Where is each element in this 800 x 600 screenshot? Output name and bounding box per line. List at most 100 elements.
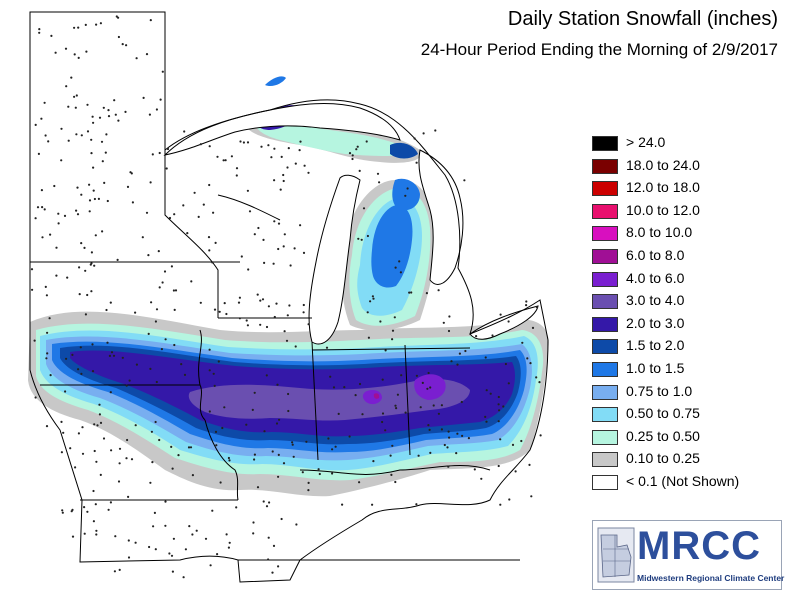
station-dot <box>332 386 336 389</box>
station-dot <box>117 119 120 122</box>
legend-item: 0.50 to 0.75 <box>592 404 792 427</box>
station-dot <box>272 262 275 265</box>
station-dot <box>170 265 173 268</box>
station-dot <box>90 262 93 265</box>
station-dot <box>275 302 278 305</box>
station-dot <box>239 140 242 143</box>
legend-swatch <box>592 384 618 400</box>
station-dot <box>235 167 239 170</box>
station-dot <box>67 139 70 142</box>
outer-boundary <box>29 11 549 583</box>
station-dot <box>61 509 64 512</box>
station-dot <box>48 317 51 320</box>
station-dot <box>95 529 98 532</box>
lake-huron <box>418 149 464 285</box>
station-dot <box>447 465 450 468</box>
station-dot <box>208 183 211 187</box>
station-dot <box>102 106 105 109</box>
border-mn-wi <box>164 150 219 318</box>
station-dot <box>159 98 162 101</box>
station-dot <box>366 311 369 314</box>
station-dot <box>180 363 183 366</box>
station-dot <box>53 184 56 188</box>
station-dot <box>535 376 538 379</box>
station-dot <box>429 451 432 454</box>
station-dot <box>99 473 102 476</box>
station-dot <box>268 501 271 504</box>
station-dot <box>54 51 57 54</box>
station-dot <box>172 537 175 540</box>
station-dot <box>65 85 68 88</box>
legend-label: 10.0 to 12.0 <box>626 201 700 218</box>
station-dot <box>30 268 34 271</box>
station-dot <box>134 541 137 544</box>
station-dot <box>491 334 494 337</box>
station-dot <box>92 520 95 523</box>
station-dot <box>245 423 248 426</box>
station-dot <box>90 290 93 293</box>
station-dot <box>357 237 360 240</box>
station-dot <box>80 134 83 137</box>
station-dot <box>94 503 97 506</box>
station-dot <box>93 423 96 426</box>
map-subtitle: 24-Hour Period Ending the Morning of 2/9… <box>420 40 778 59</box>
station-dot <box>49 374 52 377</box>
station-dot <box>343 386 346 389</box>
station-dot <box>329 375 332 378</box>
station-dot <box>216 155 219 158</box>
station-dot <box>507 320 510 323</box>
station-dot <box>103 181 106 184</box>
station-dot <box>45 294 49 297</box>
station-dot <box>227 456 230 460</box>
station-dots <box>30 15 542 579</box>
station-dot <box>273 147 276 150</box>
station-dot <box>99 22 102 25</box>
station-dot <box>288 304 291 307</box>
station-dot <box>155 108 158 111</box>
station-dot <box>34 217 37 220</box>
border-wi-mi-up <box>217 194 281 221</box>
legend-swatch <box>592 474 618 490</box>
legend-swatch <box>592 271 618 287</box>
station-dot <box>525 304 528 307</box>
legend-label: 8.0 to 10.0 <box>626 224 693 241</box>
legend-label: 4.0 to 6.0 <box>626 269 685 286</box>
station-dot <box>62 431 65 434</box>
station-dot <box>434 129 437 132</box>
station-dot <box>425 292 428 295</box>
station-dot <box>76 186 79 189</box>
station-dot <box>253 458 256 461</box>
station-dot <box>286 314 289 317</box>
station-dot <box>168 216 172 220</box>
station-dot <box>149 481 152 484</box>
station-dot <box>331 448 334 451</box>
mrcc-logo: MRCC Midwestern Regional Climate Center <box>592 520 784 590</box>
station-dot <box>299 224 302 227</box>
station-dot <box>113 99 116 102</box>
station-dot <box>273 220 276 223</box>
station-dot <box>173 308 176 311</box>
station-dot <box>358 481 361 484</box>
legend-label: 2.0 to 3.0 <box>626 314 685 331</box>
station-dot <box>218 310 221 313</box>
station-dot <box>267 305 270 308</box>
station-dot <box>37 152 41 155</box>
station-dot <box>260 145 263 148</box>
station-dot <box>125 384 128 387</box>
station-dot <box>197 215 200 218</box>
station-dot <box>331 472 334 475</box>
station-dot <box>406 187 409 190</box>
station-dot <box>191 474 194 477</box>
station-dot <box>75 94 78 97</box>
station-dot <box>384 429 387 432</box>
station-dot <box>88 199 92 202</box>
station-dot <box>97 197 100 200</box>
station-dot <box>125 457 128 460</box>
station-dot <box>337 412 340 415</box>
station-dot <box>73 95 76 98</box>
station-dot <box>106 341 109 344</box>
station-dot <box>535 306 539 309</box>
station-dot <box>265 505 269 508</box>
station-dot <box>440 404 443 407</box>
station-dot <box>93 264 96 267</box>
